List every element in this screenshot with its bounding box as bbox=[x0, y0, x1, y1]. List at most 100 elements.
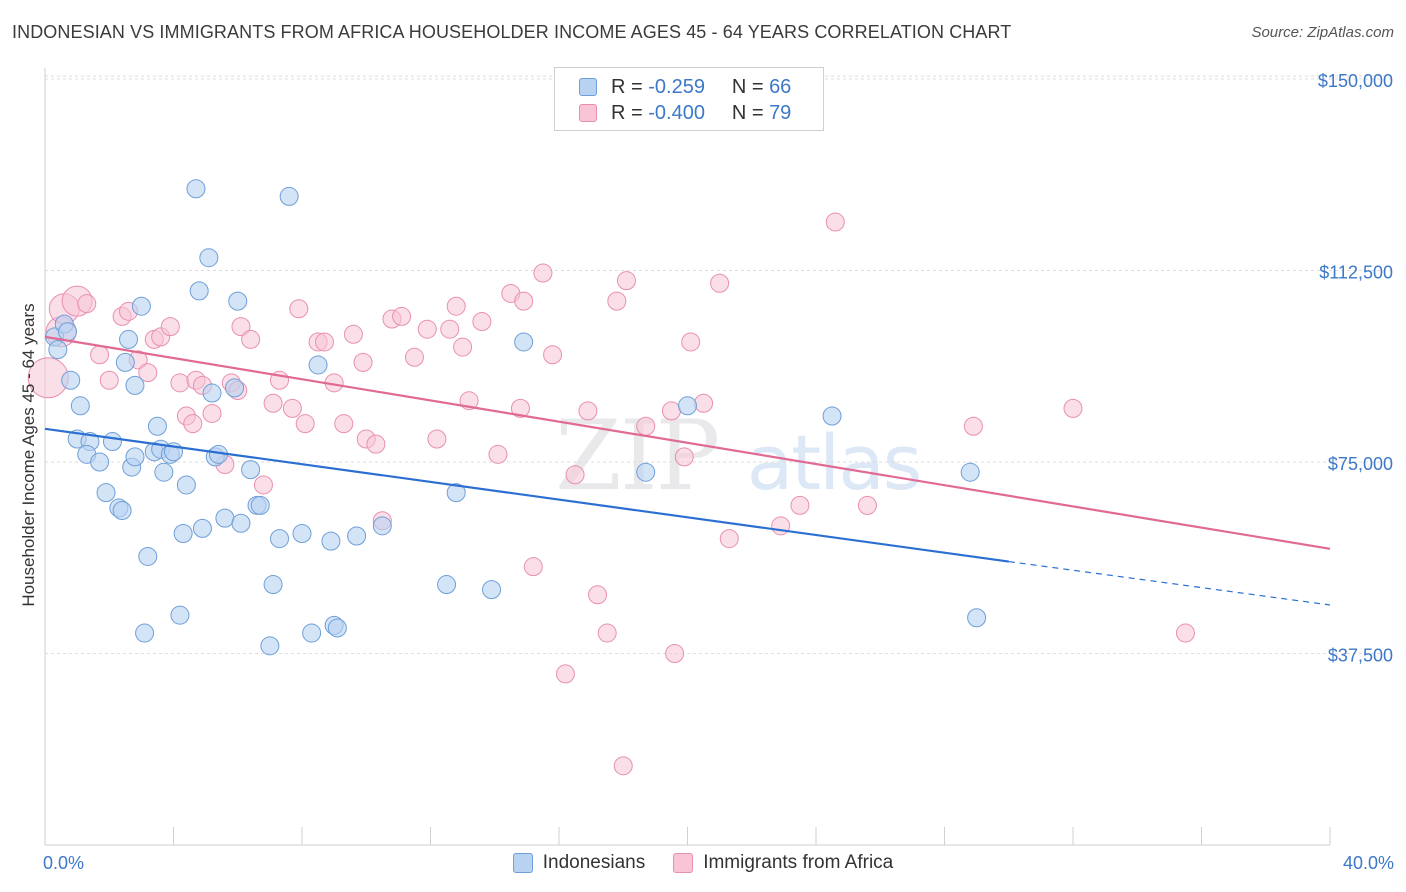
africa-point bbox=[202, 403, 222, 423]
legend-r-label: R = bbox=[611, 101, 643, 124]
africa-point bbox=[289, 299, 309, 319]
indonesian-point bbox=[822, 406, 842, 426]
africa-point bbox=[334, 414, 354, 434]
legend-r-value: -0.259 bbox=[648, 75, 705, 98]
indonesian-point bbox=[70, 396, 90, 416]
indonesian-point bbox=[250, 495, 270, 515]
x-tick-label-left: 0.0% bbox=[43, 853, 84, 873]
africa-point bbox=[533, 263, 553, 283]
indonesian-point bbox=[138, 546, 158, 566]
legend-row-indonesians: R = -0.259 N = 66 bbox=[579, 75, 791, 99]
africa-point bbox=[314, 332, 334, 352]
indonesian-point bbox=[321, 531, 341, 551]
africa-point bbox=[555, 664, 575, 684]
indonesian-point bbox=[215, 508, 235, 528]
africa-point bbox=[543, 345, 563, 365]
africa-point bbox=[523, 557, 543, 577]
africa-point bbox=[1063, 398, 1083, 418]
indonesian-point bbox=[967, 608, 987, 628]
africa-point bbox=[514, 291, 534, 311]
legend-r-label: R = bbox=[611, 75, 643, 98]
y-tick-label: $112,500 bbox=[1319, 262, 1393, 282]
series-legend-label: Immigrants from Africa bbox=[703, 852, 894, 873]
indonesian-point bbox=[189, 281, 209, 301]
africa-point bbox=[488, 444, 508, 464]
africa-point bbox=[253, 475, 273, 495]
indonesian-point bbox=[176, 475, 196, 495]
indonesian-point bbox=[90, 452, 110, 472]
indonesian-point bbox=[228, 291, 248, 311]
series-legend: Indonesians Immigrants from Africa bbox=[0, 852, 1406, 874]
indonesian-point bbox=[61, 370, 81, 390]
source-credit: Source: ZipAtlas.com bbox=[1251, 24, 1394, 41]
indonesian-point bbox=[173, 523, 193, 543]
africa-point bbox=[90, 345, 110, 365]
africa-point bbox=[578, 401, 598, 421]
stats-legend: R = -0.259 N = 66 R = -0.400 N = 79 bbox=[554, 67, 824, 131]
africa-point bbox=[404, 347, 424, 367]
series-legend-indonesians: Indonesians bbox=[512, 852, 646, 874]
africa-point bbox=[616, 271, 636, 291]
indonesians-trend-line bbox=[44, 427, 1009, 563]
africa-point bbox=[636, 416, 656, 436]
africa-point bbox=[417, 319, 437, 339]
y-axis-label: Householder Income Ages 45 - 64 years bbox=[19, 303, 38, 606]
series-legend-label: Indonesians bbox=[542, 852, 646, 873]
indonesian-point bbox=[514, 332, 534, 352]
y-tick-label: $37,500 bbox=[1328, 645, 1393, 665]
africa-point bbox=[427, 429, 447, 449]
africa-point bbox=[170, 373, 190, 393]
x-tick-label-right: 40.0% bbox=[1343, 853, 1394, 873]
indonesian-point bbox=[437, 575, 457, 595]
legend-n-value: 79 bbox=[769, 101, 792, 124]
africa-point bbox=[453, 337, 473, 357]
indonesian-point bbox=[270, 529, 290, 549]
africa-point bbox=[160, 317, 180, 337]
indonesian-point bbox=[115, 352, 135, 372]
gridlines bbox=[45, 75, 1395, 654]
indonesian-point bbox=[482, 580, 502, 600]
indonesian-point bbox=[302, 623, 322, 643]
y-tick-label: $150,000 bbox=[1318, 71, 1393, 91]
legend-n-value: 66 bbox=[769, 75, 792, 98]
indonesian-point bbox=[147, 416, 167, 436]
africa-point bbox=[565, 465, 585, 485]
legend-n-label: N = bbox=[731, 101, 764, 124]
axis-labels: $37,500 $75,000 $112,500 $150,000 0.0% 40.0% H… bbox=[19, 71, 1394, 873]
indonesian-point bbox=[960, 462, 980, 482]
africa-point bbox=[710, 273, 730, 293]
africa-legend-swatch bbox=[673, 853, 694, 873]
axes bbox=[44, 68, 1331, 846]
africa-point bbox=[446, 296, 466, 316]
indonesian-point bbox=[636, 462, 656, 482]
indonesian-point bbox=[372, 516, 392, 536]
africa-point bbox=[825, 212, 845, 232]
indonesian-point bbox=[446, 483, 466, 503]
africa-point bbox=[440, 319, 460, 339]
indonesian-point bbox=[347, 526, 367, 546]
africa-point bbox=[1175, 623, 1195, 643]
indonesians-swatch bbox=[579, 78, 597, 96]
africa-swatch bbox=[579, 104, 597, 122]
indonesian-point bbox=[678, 396, 697, 416]
indonesian-point bbox=[112, 500, 132, 520]
indonesian-point bbox=[96, 483, 116, 503]
africa-point bbox=[77, 294, 97, 314]
africa-point bbox=[392, 306, 412, 326]
indonesian-point bbox=[279, 186, 299, 206]
trend-lines bbox=[44, 335, 1331, 606]
africa-point bbox=[99, 370, 119, 390]
africa-point bbox=[510, 398, 530, 418]
indonesian-points bbox=[45, 179, 987, 656]
africa-point bbox=[472, 312, 492, 332]
indonesian-point bbox=[170, 605, 190, 625]
legend-r-value: -0.400 bbox=[648, 101, 705, 124]
indonesian-point bbox=[186, 179, 206, 199]
indonesian-point bbox=[327, 618, 347, 638]
chart-title: INDONESIAN VS IMMIGRANTS FROM AFRICA HOU… bbox=[12, 22, 1012, 42]
africa-point bbox=[353, 352, 373, 372]
africa-point bbox=[790, 495, 810, 515]
indonesian-point bbox=[241, 460, 261, 480]
africa-point bbox=[661, 401, 681, 421]
